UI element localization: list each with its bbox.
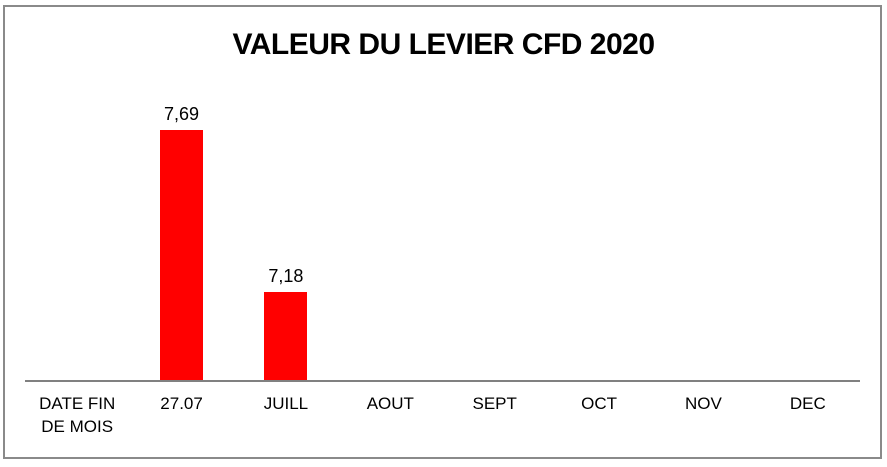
x-axis-label-text: DATE FIN DE MOIS [39,394,116,436]
x-axis-line [25,380,860,382]
plot-area: 7,69 7,18 [25,95,860,381]
category-slot [651,95,755,381]
x-axis-label-text: JUILL [263,394,309,413]
bar-value-label: 7,69 [164,104,200,124]
x-axis-label: NOV [651,392,755,438]
x-axis-label-text: 27.07 [160,394,203,413]
category-slot: 7,18 [234,95,338,381]
category-slot [338,95,442,381]
x-axis-label-text: OCT [581,394,617,413]
x-axis-label: SEPT [443,392,547,438]
category-slot [25,95,129,381]
x-axis-label: DATE FIN DE MOIS [25,392,129,438]
bar-value-label: 7,18 [268,266,304,286]
x-axis-label: OCT [547,392,651,438]
bar [160,130,204,381]
bar [264,292,308,381]
x-axis-label-text: NOV [685,394,722,413]
category-slot [756,95,860,381]
x-axis-label: DEC [756,392,860,438]
x-axis-label-text: SEPT [472,394,517,413]
category-slot [443,95,547,381]
category-slot: 7,69 [129,95,233,381]
x-axis-label: AOUT [338,392,442,438]
category-slot [547,95,651,381]
x-axis-label: 27.07 [129,392,233,438]
x-axis-label-text: AOUT [366,394,414,413]
x-axis: DATE FIN DE MOIS 27.07 JUILL AOUT SEPT OCT NOV… [25,392,860,438]
chart-title: VALEUR DU LEVIER CFD 2020 [232,28,655,61]
x-axis-label: JUILL [234,392,338,438]
chart-frame-border [3,5,882,459]
x-axis-label-text: DEC [789,394,826,413]
